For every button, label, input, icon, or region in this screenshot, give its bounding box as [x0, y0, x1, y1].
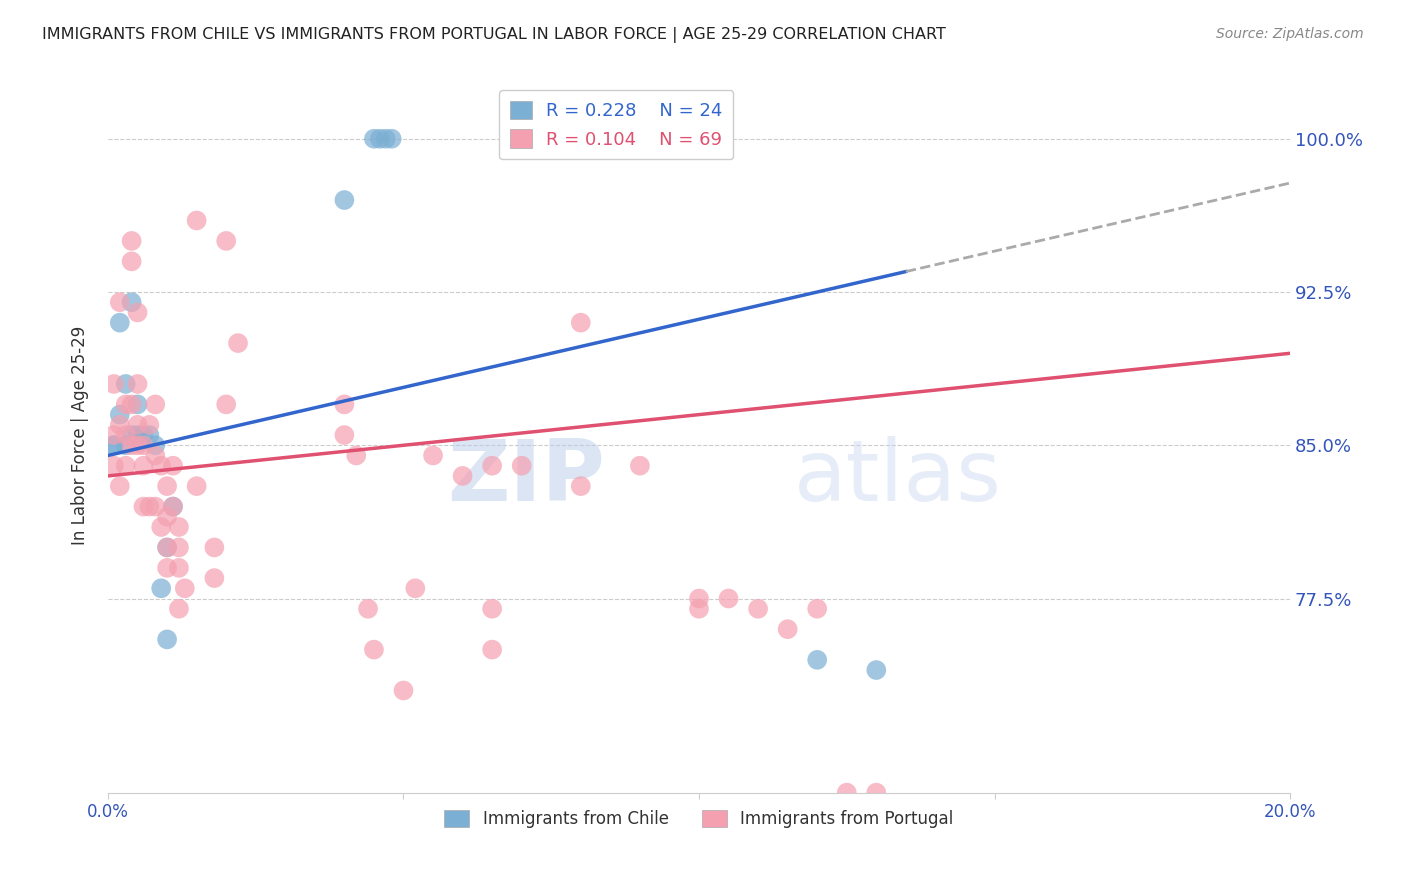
Point	[186, 213, 208, 227]
Point	[143, 500, 166, 514]
Point	[865, 786, 887, 800]
Point	[569, 479, 592, 493]
Point	[835, 786, 858, 800]
Point	[114, 438, 136, 452]
Point	[114, 428, 136, 442]
Point	[173, 582, 195, 596]
Point	[103, 458, 125, 473]
Point	[481, 642, 503, 657]
Point	[108, 295, 131, 310]
Point	[150, 458, 173, 473]
Point	[167, 561, 190, 575]
Point	[806, 653, 828, 667]
Text: IMMIGRANTS FROM CHILE VS IMMIGRANTS FROM PORTUGAL IN LABOR FORCE | AGE 25-29 COR: IMMIGRANTS FROM CHILE VS IMMIGRANTS FROM…	[42, 27, 946, 43]
Point	[127, 417, 149, 432]
Point	[127, 397, 149, 411]
Point	[167, 520, 190, 534]
Text: ZIP: ZIP	[447, 436, 605, 519]
Point	[167, 601, 190, 615]
Point	[121, 397, 143, 411]
Point	[688, 591, 710, 606]
Point	[363, 642, 385, 657]
Point	[167, 541, 190, 555]
Point	[114, 376, 136, 391]
Point	[344, 449, 367, 463]
Point	[143, 397, 166, 411]
Point	[156, 561, 179, 575]
Point	[215, 234, 238, 248]
Point	[162, 500, 184, 514]
Point	[103, 376, 125, 391]
Point	[132, 500, 155, 514]
Point	[186, 479, 208, 493]
Point	[806, 601, 828, 615]
Point	[156, 632, 179, 647]
Point	[357, 601, 380, 615]
Point	[132, 458, 155, 473]
Point	[108, 417, 131, 432]
Point	[747, 601, 769, 615]
Point	[404, 582, 426, 596]
Point	[865, 663, 887, 677]
Text: Source: ZipAtlas.com: Source: ZipAtlas.com	[1216, 27, 1364, 41]
Point	[132, 438, 155, 452]
Point	[138, 500, 160, 514]
Point	[451, 469, 474, 483]
Point	[121, 254, 143, 268]
Point	[776, 622, 799, 636]
Point	[368, 132, 391, 146]
Point	[162, 500, 184, 514]
Y-axis label: In Labor Force | Age 25-29: In Labor Force | Age 25-29	[72, 326, 89, 545]
Point	[374, 132, 396, 146]
Point	[103, 428, 125, 442]
Point	[392, 683, 415, 698]
Point	[127, 438, 149, 452]
Legend: Immigrants from Chile, Immigrants from Portugal: Immigrants from Chile, Immigrants from P…	[437, 803, 960, 834]
Point	[333, 428, 356, 442]
Point	[127, 376, 149, 391]
Point	[150, 582, 173, 596]
Point	[215, 397, 238, 411]
Point	[156, 509, 179, 524]
Point	[138, 428, 160, 442]
Point	[202, 541, 225, 555]
Point	[481, 601, 503, 615]
Point	[121, 428, 143, 442]
Point	[569, 316, 592, 330]
Point	[150, 520, 173, 534]
Point	[103, 438, 125, 452]
Point	[156, 541, 179, 555]
Point	[481, 458, 503, 473]
Point	[156, 479, 179, 493]
Point	[108, 316, 131, 330]
Point	[132, 428, 155, 442]
Point	[717, 591, 740, 606]
Point	[156, 541, 179, 555]
Point	[143, 449, 166, 463]
Point	[628, 458, 651, 473]
Point	[422, 449, 444, 463]
Point	[202, 571, 225, 585]
Point	[121, 438, 143, 452]
Point	[162, 458, 184, 473]
Point	[121, 295, 143, 310]
Point	[363, 132, 385, 146]
Point	[226, 336, 249, 351]
Point	[510, 458, 533, 473]
Point	[333, 193, 356, 207]
Point	[127, 305, 149, 319]
Point	[114, 397, 136, 411]
Point	[333, 397, 356, 411]
Point	[381, 132, 404, 146]
Point	[143, 438, 166, 452]
Point	[108, 479, 131, 493]
Text: atlas: atlas	[793, 436, 1001, 519]
Point	[114, 458, 136, 473]
Point	[121, 234, 143, 248]
Point	[108, 408, 131, 422]
Point	[127, 428, 149, 442]
Point	[138, 417, 160, 432]
Point	[688, 601, 710, 615]
Point	[103, 438, 125, 452]
